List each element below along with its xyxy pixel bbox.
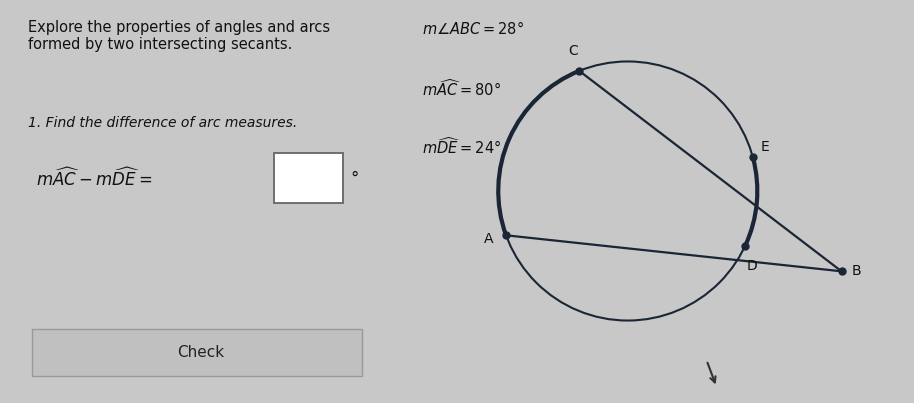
Text: B: B	[852, 264, 862, 278]
Text: D: D	[747, 259, 757, 273]
Text: $m\widehat{AC} - m\widehat{DE} =$: $m\widehat{AC} - m\widehat{DE} =$	[36, 167, 153, 189]
FancyBboxPatch shape	[32, 329, 362, 376]
Text: Check: Check	[177, 345, 225, 360]
Text: $m\widehat{DE} = 24°$: $m\widehat{DE} = 24°$	[422, 136, 502, 156]
FancyBboxPatch shape	[274, 153, 343, 204]
Text: $m\widehat{AC} = 80°$: $m\widehat{AC} = 80°$	[422, 78, 502, 98]
Text: C: C	[568, 44, 578, 58]
Text: 1. Find the difference of arc measures.: 1. Find the difference of arc measures.	[28, 116, 298, 131]
Text: °: °	[351, 169, 359, 187]
Text: A: A	[484, 232, 494, 246]
Text: Explore the properties of angles and arcs
formed by two intersecting secants.: Explore the properties of angles and arc…	[28, 20, 331, 52]
Text: $m\angle ABC = 28°$: $m\angle ABC = 28°$	[422, 20, 525, 37]
Text: E: E	[760, 140, 770, 154]
